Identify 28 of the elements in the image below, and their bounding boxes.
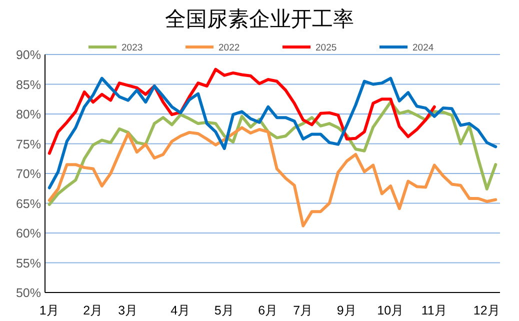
x-tick-label: 7月 (293, 304, 314, 318)
legend-label: 2024 (412, 42, 434, 54)
x-tick-label: 10月 (377, 304, 404, 318)
y-tick-label: 75% (16, 137, 41, 152)
y-tick-label: 85% (16, 78, 41, 92)
y-tick-label: 50% (16, 286, 41, 300)
y-tick-label: 70% (16, 167, 41, 181)
y-tick-label: 55% (16, 256, 41, 270)
x-tick-label: 6月 (258, 304, 278, 318)
y-tick-label: 90% (16, 48, 41, 62)
y-tick-label: 60% (16, 226, 41, 240)
line-series (48, 126, 498, 228)
y-tick-label: 65% (16, 196, 41, 211)
line-series (48, 76, 498, 190)
x-tick-label: 9月 (336, 304, 357, 318)
x-tick-label: 11月 (421, 304, 448, 318)
chart-title: 全国尿素企业开工率 (165, 8, 354, 31)
legend-label: 2025 (316, 42, 337, 54)
legend-label: 2023 (122, 42, 143, 54)
x-tick-label: 3月 (118, 304, 138, 318)
x-tick-label: 4月 (170, 304, 191, 318)
x-tick-label: 1月 (39, 304, 60, 318)
x-tick-label: 5月 (214, 304, 234, 318)
x-tick-label: 12月 (473, 304, 500, 318)
legend-label: 2022 (218, 42, 240, 54)
x-tick-label: 2月 (83, 304, 104, 318)
line-series (48, 68, 436, 155)
y-tick-label: 80% (16, 108, 41, 122)
